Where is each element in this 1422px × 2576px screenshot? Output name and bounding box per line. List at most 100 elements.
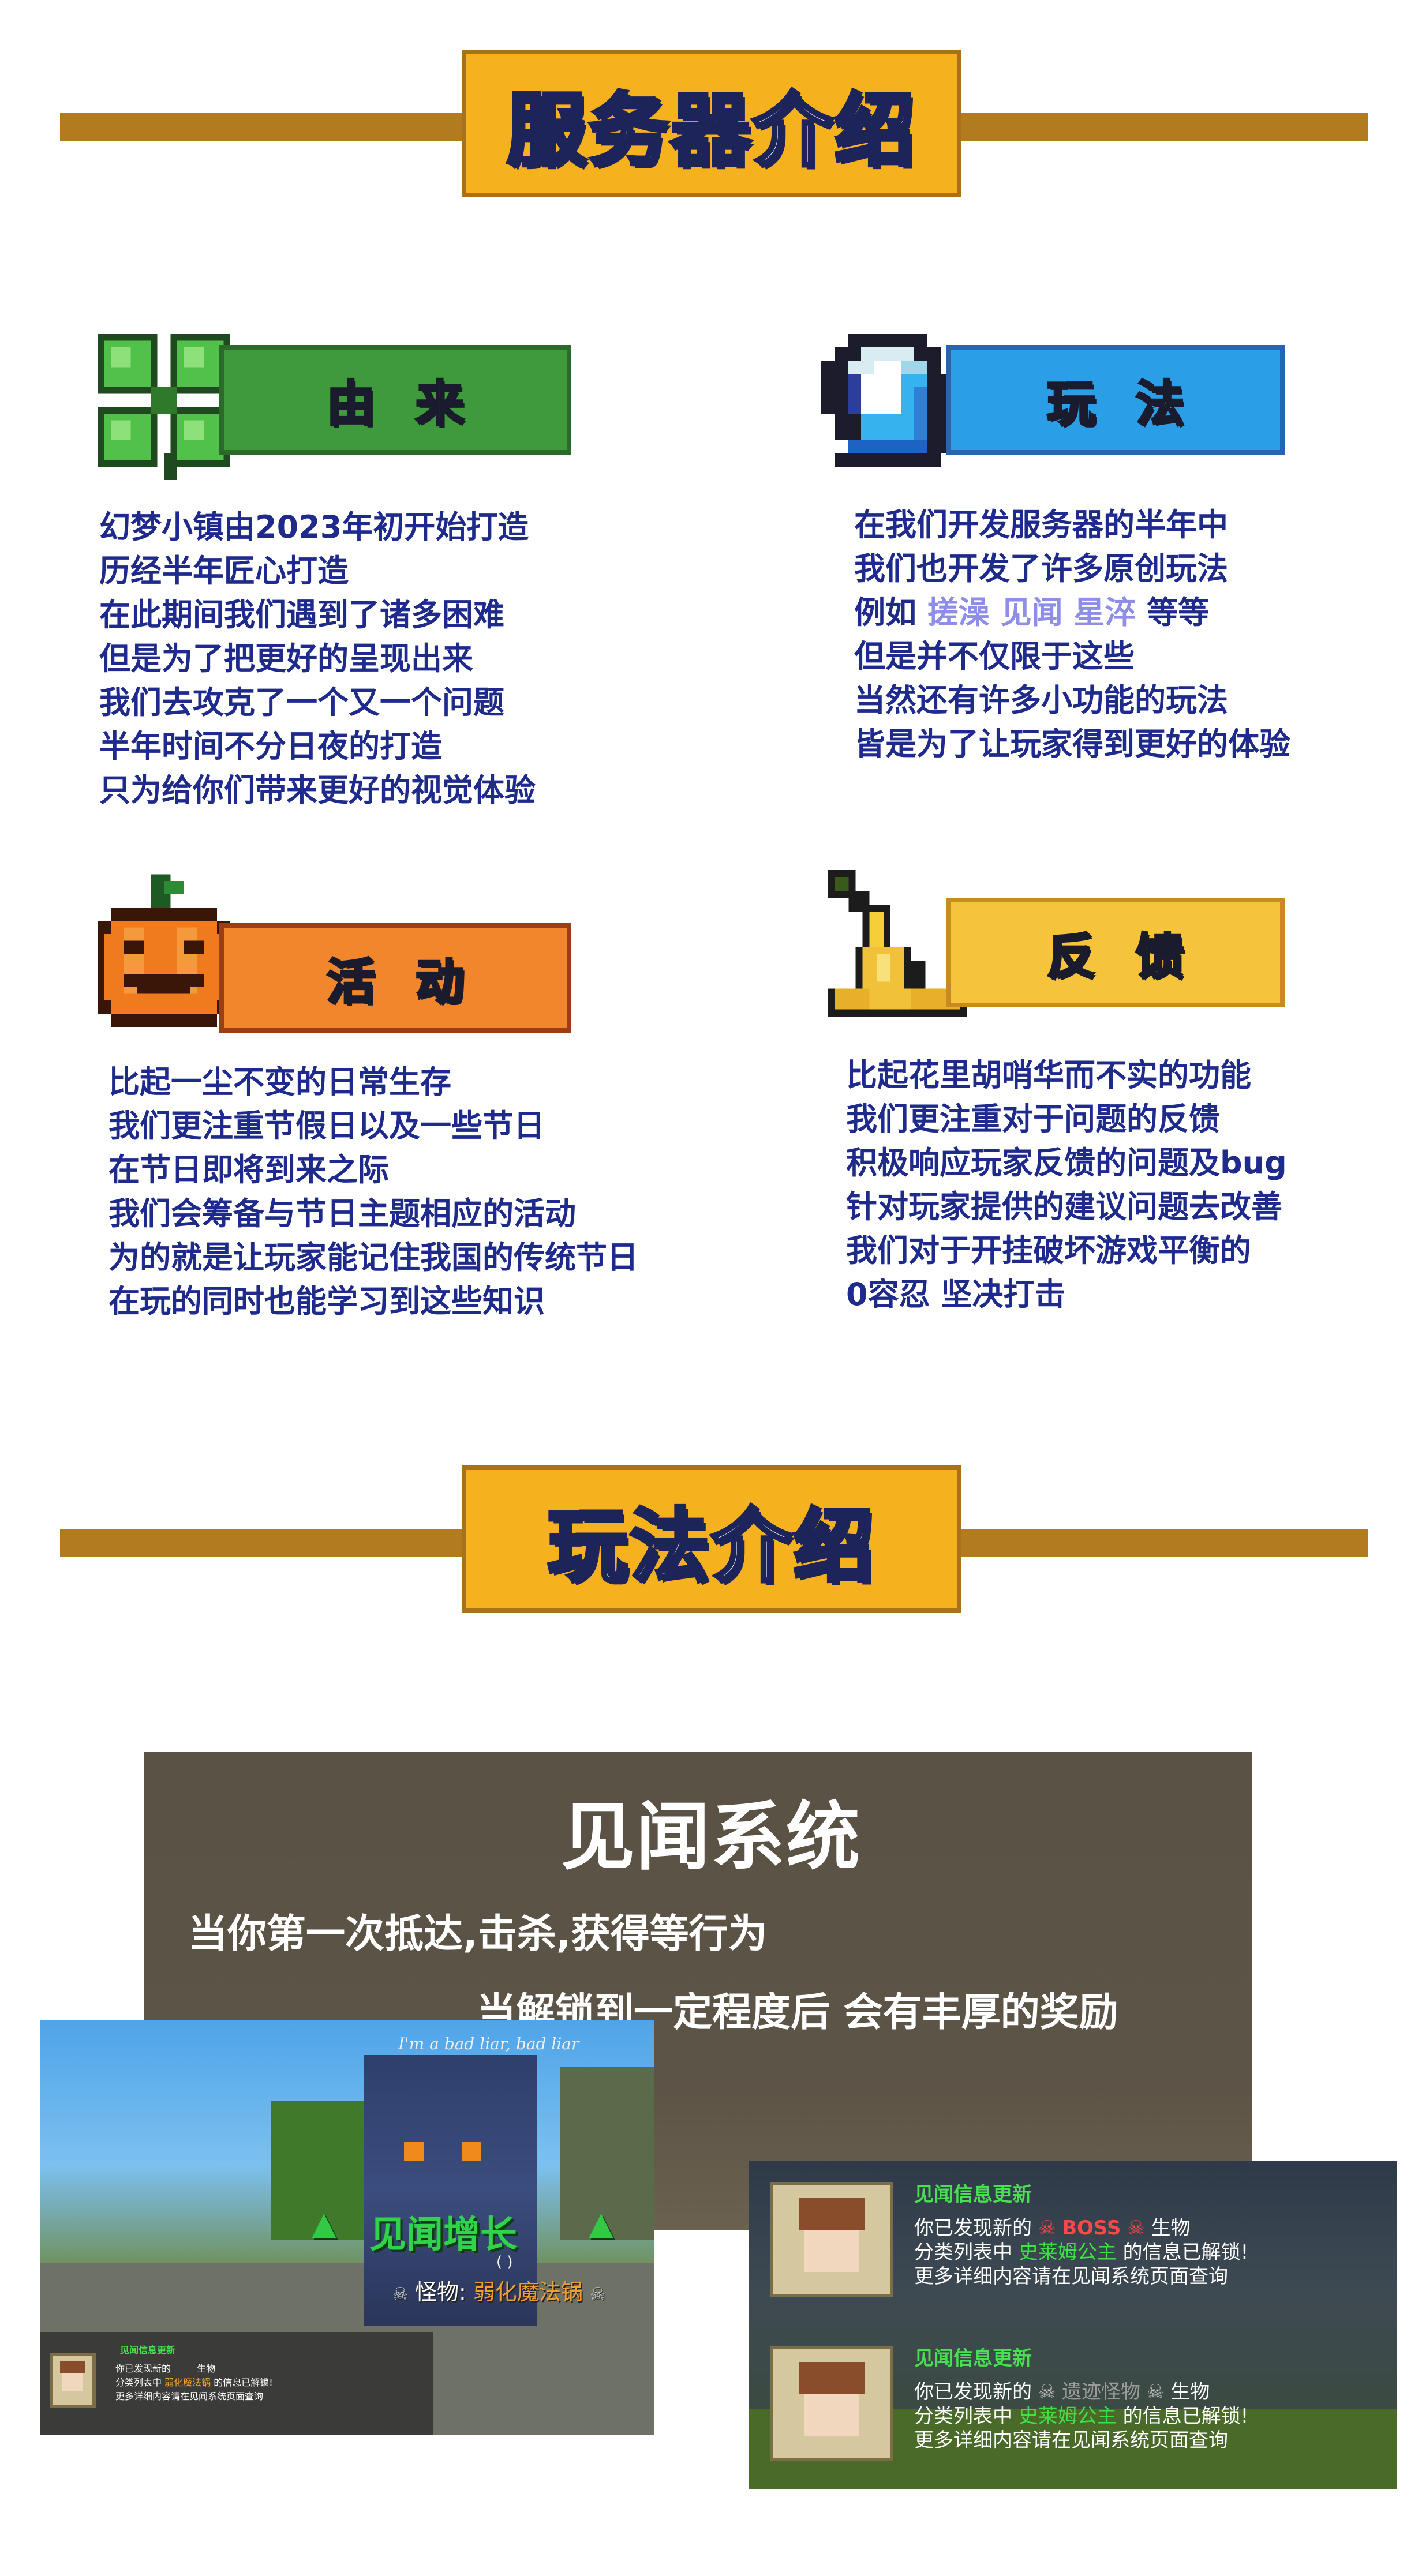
avatar (770, 2346, 893, 2461)
tag-feedback-label: 反馈 (1046, 927, 1225, 986)
gameplay-line: 我们也开发了许多原创玩法 (854, 550, 1228, 587)
events-line: 在玩的同时也能学习到这些知识 (108, 1283, 545, 1319)
card-mob-name: 史莱姆公主 (1018, 2241, 1117, 2264)
avatar (50, 2353, 96, 2408)
toast-tail: 生物 (197, 2363, 216, 2374)
tree-foliage (271, 2101, 364, 2240)
gameplay-text: 在我们开发服务器的半年中 我们也开发了许多原创玩法 例如 搓澡 见闻 星淬 等等… (854, 503, 1290, 766)
card-discover-suffix: 生物 (1151, 2217, 1191, 2240)
knowledge-system-title: 见闻系统 (560, 1794, 861, 1880)
banner-rule-left (60, 1529, 464, 1557)
server-intro-title: 服务器介绍 (505, 83, 916, 179)
card-list-line: 分类列表中 史莱姆公主 的信息已解锁! (914, 2400, 1248, 2428)
growth-up-icon: ▲ (589, 2205, 614, 2243)
skull-icon: ☠ (1038, 2380, 1056, 2403)
skull-icon: ☠ (392, 2284, 408, 2304)
gameplay-intro-banner: 玩法介绍 (462, 1465, 961, 1613)
example-prefix: 例如 (854, 594, 916, 631)
pumpkin-icon (84, 873, 244, 1041)
card-category: 遗迹怪物 (1062, 2380, 1141, 2403)
tag-gameplay-label: 玩法 (1046, 374, 1225, 433)
gameplay-line: 皆是为了让玩家得到更好的体验 (854, 726, 1290, 762)
card-list-suffix: 的信息已解锁! (1122, 2405, 1249, 2428)
feedback-line: 我们对于开挂破坏游戏平衡的 (846, 1232, 1251, 1269)
gameplay-example-line: 例如 搓澡 见闻 星淬 等等 (854, 591, 1290, 635)
avatar-face (804, 2230, 859, 2272)
events-line: 为的就是让玩家能记住我国的传统节日 (108, 1239, 638, 1276)
wave-icon (808, 321, 967, 480)
avatar-hair (60, 2361, 85, 2373)
origin-line: 半年时间不分日夜的打造 (99, 728, 442, 764)
avatar-face (62, 2373, 83, 2391)
notification-card: 见闻信息更新 你已发现新的 ☠ BOSS ☠ 生物 分类列表中 史莱姆公主 的信… (749, 2161, 1397, 2328)
origin-line: 我们去攻克了一个又一个问题 (99, 684, 504, 721)
card-discover-prefix: 你已发现新的 (914, 2380, 1032, 2403)
origin-text: 幻梦小镇由2023年初开始打造 历经半年匠心打造 在此期间我们遇到了诸多困难 但… (99, 505, 536, 812)
mob-figure (364, 2055, 537, 2326)
gameplay-line: 在我们开发服务器的半年中 (854, 507, 1228, 543)
toast-text: 分类列表中 (115, 2377, 162, 2388)
toast-line: 分类列表中 弱化魔法锅 的信息已解锁! (115, 2375, 273, 2388)
events-line: 比起一尘不变的日常生存 (108, 1064, 451, 1100)
origin-line: 在此期间我们遇到了诸多困难 (99, 597, 504, 633)
toast-tail: 的信息已解锁! (214, 2377, 273, 2388)
avatar (770, 2182, 893, 2297)
feedback-line: 我们更注重对于问题的反馈 (846, 1101, 1220, 1137)
skull-icon: ☠ (1127, 2217, 1145, 2240)
avatar-hair (799, 2198, 865, 2230)
tag-gameplay: 玩法 (946, 345, 1285, 455)
tag-origin: 由来 (219, 345, 571, 455)
example-suffix: 等等 (1147, 594, 1210, 631)
card-title: 见闻信息更新 (914, 2347, 1032, 2370)
server-intro-banner: 服务器介绍 (462, 50, 961, 197)
card-discover-line: 你已发现新的 ☠ BOSS ☠ 生物 (914, 2212, 1190, 2240)
growth-up-icon: ▲ (312, 2205, 337, 2243)
notification-toast: 见闻信息更新 你已发现新的 生物 分类列表中 弱化魔法锅 的信息已解锁! 更多详… (40, 2332, 433, 2435)
card-list-line: 分类列表中 史莱姆公主 的信息已解锁! (914, 2236, 1248, 2264)
banner-rule-right (958, 1529, 1368, 1557)
tag-feedback: 反馈 (946, 898, 1285, 1007)
origin-line: 历经半年匠心打造 (99, 553, 349, 589)
skull-icon: ☠ (1146, 2380, 1165, 2403)
skull-icon: ☠ (1038, 2217, 1056, 2240)
skull-icon: ☠ (590, 2284, 605, 2304)
card-more-line: 更多详细内容请在见闻系统页面查询 (914, 2429, 1228, 2452)
toast-mob-name: 弱化魔法锅 (164, 2377, 211, 2388)
toast-line: 你已发现新的 生物 (115, 2361, 215, 2375)
gameplay-intro-title: 玩法介绍 (546, 1498, 875, 1595)
card-discover-prefix: 你已发现新的 (914, 2217, 1032, 2240)
speech-text: I'm a bad liar, bad liar (398, 2034, 579, 2053)
mob-name: 弱化魔法锅 (473, 2279, 583, 2305)
origin-line: 幻梦小镇由2023年初开始打造 (99, 509, 529, 545)
events-line: 我们更注重节假日以及一些节日 (108, 1108, 545, 1144)
game-screenshot-growth: I'm a bad liar, bad liar ▲ 见闻增长 ▲ ( ) ☠ … (40, 2020, 654, 2435)
notification-card: 见闻信息更新 你已发现新的 ☠ 遗迹怪物 ☠ 生物 分类列表中 史莱姆公主 的信… (749, 2328, 1397, 2489)
avatar-face (804, 2394, 859, 2436)
gameplay-line: 当然还有许多小功能的玩法 (854, 682, 1228, 718)
feedback-line: 针对玩家提供的建议问题去改善 (846, 1188, 1282, 1225)
tag-events: 活动 (219, 923, 571, 1033)
avatar-hair (799, 2362, 865, 2394)
banner-rule-right (958, 113, 1368, 141)
card-discover-line: 你已发现新的 ☠ 遗迹怪物 ☠ 生物 (914, 2376, 1210, 2404)
card-category: BOSS (1062, 2217, 1121, 2240)
mob-label: ☠ 怪物: 弱化魔法锅 ☠ (392, 2274, 605, 2306)
toast-title: 见闻信息更新 (120, 2345, 176, 2356)
example-highlight: 搓澡 见闻 星淬 (927, 594, 1136, 631)
card-list-prefix: 分类列表中 (914, 2405, 1012, 2428)
banana-peel-icon (814, 870, 981, 1037)
events-line: 在节日即将到来之际 (108, 1152, 389, 1188)
origin-line: 但是为了把更好的呈现出来 (99, 640, 473, 677)
growth-text: 见闻增长 (369, 2214, 517, 2256)
toast-line: 更多详细内容请在见闻系统页面查询 (115, 2391, 264, 2402)
card-list-suffix: 的信息已解锁! (1122, 2241, 1249, 2264)
gameplay-line: 但是并不仅限于这些 (854, 638, 1135, 674)
mob-prefix: 怪物: (415, 2279, 466, 2305)
game-screenshot-notifications: 见闻信息更新 你已发现新的 ☠ BOSS ☠ 生物 分类列表中 史莱姆公主 的信… (749, 2161, 1397, 2489)
toast-text: 你已发现新的 (115, 2363, 171, 2374)
growth-paren: ( ) (496, 2253, 513, 2271)
mob-eye (404, 2142, 424, 2161)
knowledge-line-1: 当你第一次抵达,击杀,获得等行为 (188, 1911, 768, 1957)
feedback-line: 积极响应玩家反馈的问题及bug (846, 1145, 1287, 1181)
card-mob-name: 史莱姆公主 (1018, 2405, 1117, 2428)
